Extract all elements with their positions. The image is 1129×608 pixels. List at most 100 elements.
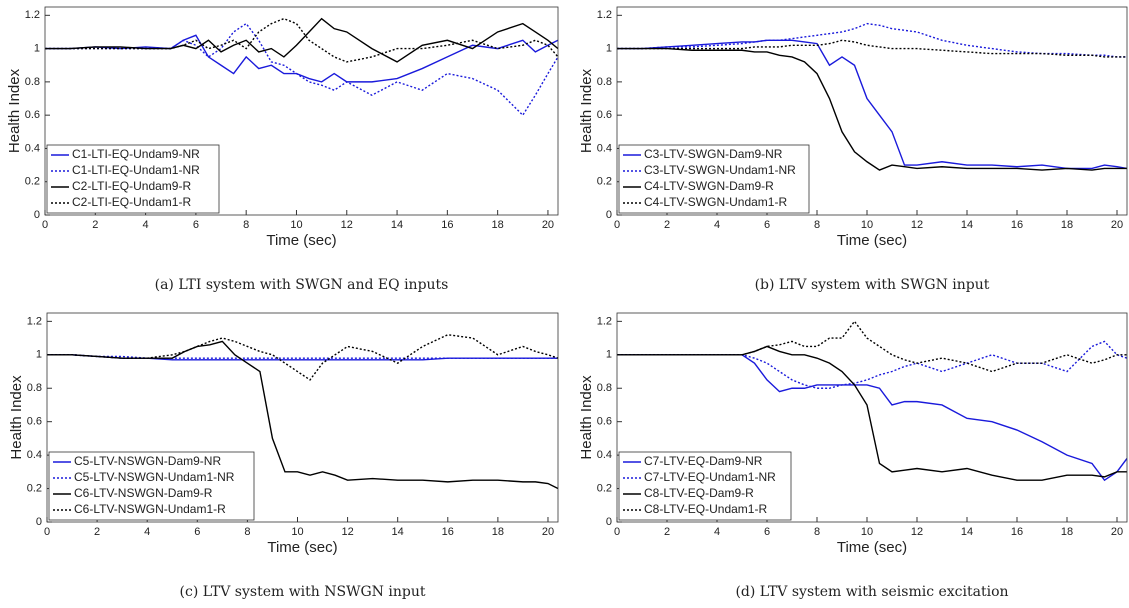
x-tick-label: 16 [442,526,454,538]
axes-frame [46,312,559,523]
caption: (b) LTV system with SWGN input [755,277,990,293]
y-tick-label: 0 [36,516,42,528]
x-tick-label: 0 [42,219,48,231]
legend: C7-LTV-EQ-Dam9-NR C7-LTV-EQ-Undam1-NR C8-L… [618,451,792,521]
x-tick-label: 12 [911,219,923,231]
caption: (c) LTV system with NSWGN input [180,584,426,600]
legend-label: C6-LTV-NSWGN-Dam9-R [74,486,213,500]
y-tick-label: 0 [606,516,612,528]
x-tick-label: 4 [714,219,720,231]
y-tick-label: 1.2 [597,9,612,21]
y-tick-label: 0.2 [27,482,42,494]
y-tick-label: 0 [606,209,612,221]
y-axis-label: Health Index [8,375,25,460]
y-tick-label: 0.2 [597,176,612,188]
x-tick-label: 4 [144,526,150,538]
legend-label: C2-LTI-EQ-Undam1-R [72,195,191,209]
y-tick-label: 1 [36,349,42,361]
y-tick-label: 1 [606,43,612,55]
x-tick-label: 20 [1111,526,1123,538]
x-tick-label: 12 [911,526,923,538]
legend-box [618,451,792,521]
x-tick-label: 20 [542,219,554,231]
y-tick-label: 0.4 [597,449,612,461]
y-tick-label: 0.8 [25,76,40,88]
series-line [617,320,1127,373]
series-line [47,354,558,361]
axes-frame [616,312,1128,523]
series-line [47,334,558,381]
legend: C5-LTV-NSWGN-Dam9-NR C5-LTV-NSWGN-Undam1-… [48,451,255,521]
x-axis-label: Time (sec) [837,232,907,249]
legend-label: C1-LTI-EQ-Undam9-NR [72,147,200,161]
x-tick-label: 14 [961,219,973,231]
x-tick-label: 18 [492,219,504,231]
x-tick-label: 10 [861,526,873,538]
y-tick-label: 0.4 [597,142,612,154]
legend-label: C5-LTV-NSWGN-Undam1-NR [74,470,235,484]
x-tick-label: 6 [764,526,770,538]
x-tick-label: 16 [441,219,453,231]
y-axis-label: Health Index [578,375,595,460]
x-tick-label: 14 [392,526,404,538]
y-tick-label: 0.6 [25,109,40,121]
series-line [617,39,1127,170]
x-tick-label: 6 [764,219,770,231]
panel: 0 2 4 6 8 10 12 14 16 18 20 0 0.2 0.4 0.6 0.8 1 1.2 Time (… [8,312,559,600]
x-tick-label: 6 [193,219,199,231]
x-tick-label: 10 [861,219,873,231]
y-tick-label: 1.2 [597,315,612,327]
legend-label: C2-LTI-EQ-Undam9-R [72,179,191,193]
y-tick-label: 0.2 [597,482,612,494]
legend-box [48,451,255,521]
x-tick-label: 2 [92,219,98,231]
x-tick-label: 8 [243,219,249,231]
y-tick-label: 0.8 [597,76,612,88]
legend-label: C6-LTV-NSWGN-Undam1-R [74,502,226,516]
y-tick-label: 1 [606,349,612,361]
x-tick-label: 8 [814,526,820,538]
caption: (d) LTV system with seismic excitation [735,584,1008,600]
series-line [617,39,1127,58]
legend-label: C7-LTV-EQ-Undam1-NR [644,470,776,484]
legend-label: C3-LTV-SWGN-Dam9-NR [644,147,783,161]
x-tick-label: 18 [1061,219,1073,231]
x-axis-label: Time (sec) [837,539,907,556]
x-tick-label: 16 [1011,526,1023,538]
axes-frame [616,6,1128,216]
x-tick-label: 20 [1111,219,1123,231]
y-tick-label: 0.6 [597,109,612,121]
legend-label: C7-LTV-EQ-Dam9-NR [644,454,763,468]
legend-label: C3-LTV-SWGN-Undam1-NR [644,163,796,177]
legend-label: C8-LTV-EQ-Dam9-R [644,486,754,500]
series-line [47,340,558,490]
y-axis-label: Health Index [6,68,23,153]
x-tick-label: 14 [961,526,973,538]
x-tick-label: 0 [44,526,50,538]
panel: 0 2 4 6 8 10 12 14 16 18 20 0 0.2 0.4 0.6 0.8 1 1.2 Time (… [578,312,1128,600]
series-line [617,22,1127,58]
y-tick-label: 1.2 [25,9,40,21]
x-axis-label: Time (sec) [267,539,337,556]
x-tick-label: 0 [614,219,620,231]
x-axis-label: Time (sec) [266,232,336,249]
legend-label: C4-LTV-SWGN-Undam1-R [644,195,787,209]
x-tick-label: 14 [391,219,403,231]
x-tick-label: 10 [291,526,303,538]
legend: C1-LTI-EQ-Undam9-NR C1-LTI-EQ-Undam1-NR C2… [46,144,220,214]
legend-box [46,144,220,214]
x-tick-label: 12 [341,526,353,538]
legend-label: C5-LTV-NSWGN-Dam9-NR [74,454,221,468]
legend-label: C8-LTV-EQ-Undam1-R [644,502,767,516]
series-line [617,47,1127,171]
legend-label: C1-LTI-EQ-Undam1-NR [72,163,200,177]
x-tick-label: 16 [1011,219,1023,231]
x-tick-label: 18 [1061,526,1073,538]
y-tick-label: 0.6 [597,416,612,428]
y-tick-label: 0.6 [27,416,42,428]
x-tick-label: 20 [542,526,554,538]
y-axis-label: Health Index [578,68,595,153]
y-tick-label: 0.4 [27,449,42,461]
x-tick-label: 8 [244,526,250,538]
